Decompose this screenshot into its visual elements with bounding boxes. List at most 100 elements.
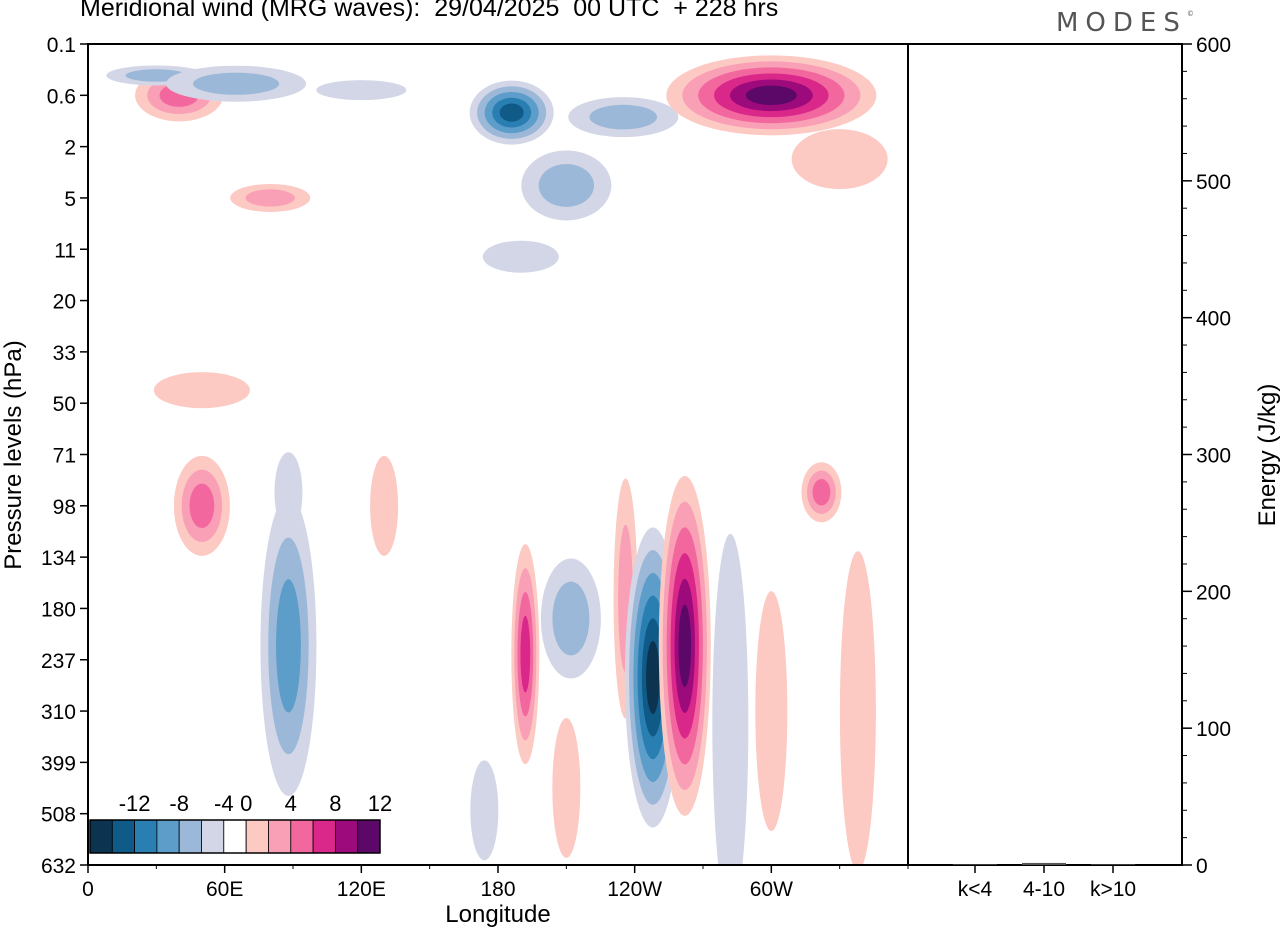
energy-tick-label: 200: [1196, 581, 1231, 604]
contour-level: [589, 104, 658, 130]
x-axis-title: Longitude: [445, 901, 550, 928]
contour-level: [538, 163, 595, 207]
brand-mark: ©: [1186, 10, 1194, 18]
energy-tick-label: 100: [1196, 718, 1231, 741]
energy-tick-label: 600: [1196, 34, 1231, 57]
contour-level: [755, 591, 788, 832]
colorbar-swatch: [334, 819, 359, 854]
x-tick-label: 120E: [337, 878, 386, 901]
contour-level: [812, 478, 831, 506]
axes: 0.1 0.6 2 5 11 20 33 50 71 98 134 180 237 310 399 508 63…: [41, 34, 1231, 901]
contour-feature: [153, 372, 250, 409]
colorbar-label: 0: [240, 791, 252, 816]
contour-feature: [260, 495, 317, 796]
colorbar-swatch: [290, 819, 314, 854]
brand-text: MODES: [1056, 8, 1187, 38]
colorbar-swatch: [156, 819, 180, 854]
colorbar-label: -8: [169, 791, 189, 816]
y-tick-label: 508: [41, 804, 76, 827]
contour-feature: [316, 80, 407, 101]
y-tick-label: 310: [41, 701, 76, 724]
y-tick-label: 632: [41, 855, 76, 878]
y-tick-label: 0.6: [47, 85, 76, 108]
y-tick-label: 237: [41, 650, 76, 673]
contour-level: [370, 455, 399, 556]
colorbar-swatch: [357, 819, 381, 854]
contour-feature: [801, 462, 842, 523]
y-tick-label: 134: [41, 547, 76, 570]
contour-feature: [552, 717, 581, 858]
colorbar-label: 12: [368, 791, 392, 816]
colorbar-swatch: [111, 819, 136, 854]
contour-feature: [666, 55, 877, 136]
y-axis-title: Pressure levels (hPa): [0, 340, 27, 569]
contour-level: [791, 129, 888, 190]
contour-feature: [166, 65, 307, 102]
contour-feature: [540, 558, 601, 679]
colorbar-swatch: [245, 819, 269, 854]
contour-feature: [230, 183, 311, 212]
y-tick-label: 33: [53, 342, 76, 365]
contour-level: [839, 551, 876, 865]
colorbar-label: -4: [214, 791, 234, 816]
contour-level: [470, 760, 499, 861]
energy-bar: [953, 864, 997, 865]
energy-tick-label: 300: [1196, 445, 1231, 468]
contour-level: [745, 85, 797, 106]
energy-category-label: 4-10: [1023, 878, 1065, 901]
contour-level: [646, 641, 660, 714]
colorbar: -12 -8 -4 0 4 8 12: [89, 791, 392, 854]
contour-level: [678, 604, 692, 688]
contour-feature: [521, 150, 612, 221]
y-tick-label: 180: [41, 598, 76, 621]
contour-level: [153, 372, 250, 409]
contour-level: [520, 615, 531, 693]
energy-category-label: k>10: [1090, 878, 1136, 901]
contour-feature: [370, 455, 399, 556]
y-tick-label: 5: [64, 188, 76, 211]
energy-tick-label: 500: [1196, 171, 1231, 194]
x-tick-label: 180: [480, 878, 515, 901]
contour-level: [192, 72, 280, 95]
y-tick-label: 0.1: [47, 34, 76, 57]
colorbar-swatch: [178, 819, 202, 854]
contour-feature: [839, 551, 876, 865]
colorbar-swatch: [268, 819, 292, 854]
x-tick-label: 120W: [607, 878, 662, 901]
contour-feature: [470, 760, 499, 861]
energy-tick-label: 0: [1196, 855, 1208, 878]
contour-level: [552, 581, 590, 656]
y-tick-label: 98: [53, 496, 76, 519]
colorbar-label: -12: [119, 791, 151, 816]
contour-feature: [469, 80, 554, 145]
contour-feature: [568, 97, 679, 138]
energy-bars: [953, 862, 1135, 865]
colorbar-label: 4: [285, 791, 297, 816]
colorbar-swatch: [89, 819, 113, 854]
colorbar-swatch: [201, 819, 225, 854]
colorbar-swatch: [134, 819, 158, 854]
colorbar-swatch: [312, 819, 336, 854]
contour-feature: [173, 455, 230, 556]
colorbar-swatch: [223, 819, 247, 854]
contour-feature: [658, 475, 711, 816]
contour-feature: [791, 129, 888, 190]
x-tick-label: 60W: [750, 878, 793, 901]
energy-bar: [1022, 862, 1066, 865]
energy-frame: [907, 43, 1183, 866]
contour-level: [712, 533, 749, 865]
contour-level: [189, 483, 215, 529]
energy-tick-label: 400: [1196, 308, 1231, 331]
brand-logo: MODES©: [1056, 8, 1194, 38]
colorbar-frame: [89, 819, 381, 854]
contour-feature: [712, 533, 749, 865]
contour-level: [276, 579, 301, 713]
colorbar-label: 8: [329, 791, 341, 816]
y-tick-label: 71: [53, 445, 76, 468]
contour-level: [316, 80, 407, 101]
contour-feature: [482, 240, 559, 273]
contour-field: [106, 55, 888, 865]
energy-category-label: k<4: [958, 878, 993, 901]
contour-level: [245, 189, 295, 207]
